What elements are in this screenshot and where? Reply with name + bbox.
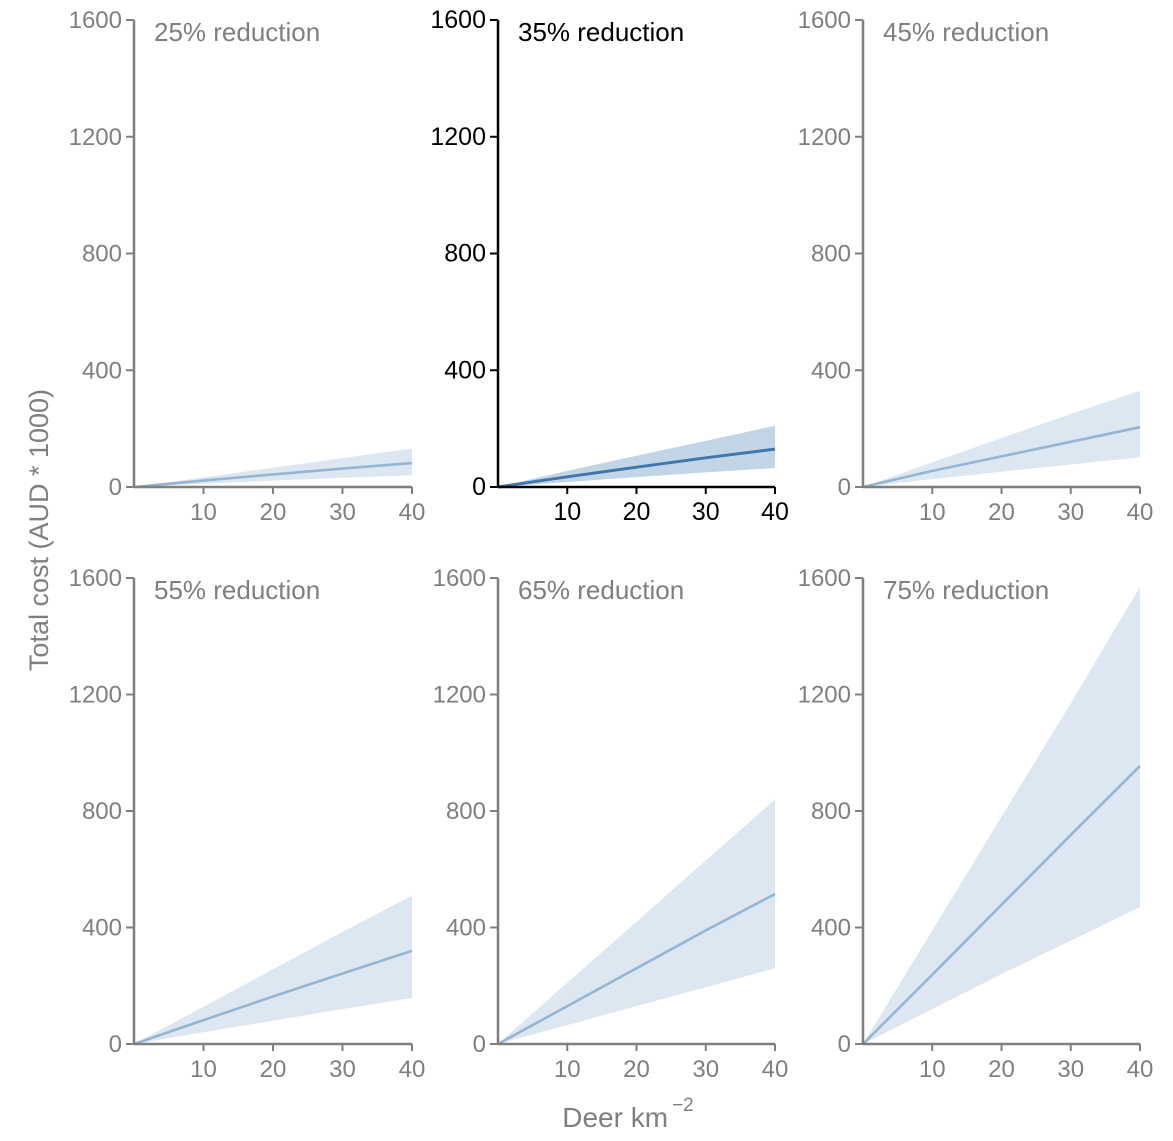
y-tick-label: 0 [472, 473, 486, 501]
y-tick-label: 1600 [430, 6, 486, 34]
mean-line [497, 447, 776, 489]
confidence-band [863, 586, 1140, 1044]
x-tick-label: 10 [554, 1056, 581, 1083]
y-tick-label: 1200 [433, 682, 486, 709]
y-tick-label: 400 [82, 915, 122, 942]
x-tick-label: 20 [988, 499, 1015, 526]
confidence-band [498, 799, 775, 1044]
y-tick-label: 800 [444, 240, 486, 268]
y-tick-label: 800 [446, 798, 486, 825]
y-tick-label: 1600 [433, 565, 486, 592]
mean-line [862, 764, 1141, 1045]
x-tick-label: 10 [553, 498, 581, 526]
y-tick-label: 0 [109, 474, 122, 501]
y-tick-label: 0 [473, 1031, 486, 1058]
x-tick-label: 20 [623, 1056, 650, 1083]
x-tick-label: 10 [919, 1056, 946, 1083]
x-axis-label-exponent: −2 [672, 1095, 694, 1116]
y-tick-label: 1200 [69, 124, 122, 151]
y-tick-label: 1600 [798, 7, 851, 34]
x-tick-label: 10 [190, 1056, 217, 1083]
x-tick-label: 40 [1127, 1056, 1154, 1083]
panel-title: 75% reduction [883, 575, 1049, 605]
confidence-band [863, 390, 1140, 487]
y-tick-label: 1200 [798, 682, 851, 709]
panel-title: 25% reduction [154, 17, 320, 47]
y-tick-label: 800 [82, 798, 122, 825]
confidence-band [134, 448, 412, 487]
y-tick-label: 1200 [430, 123, 486, 151]
panel-title: 45% reduction [883, 17, 1049, 47]
x-tick-label: 40 [762, 1056, 789, 1083]
x-tick-label: 30 [692, 1056, 719, 1083]
panel-6: 0 400 800 1200 1600 10 20 30 40 75% reduction [798, 565, 1154, 1083]
x-tick-label: 40 [399, 1056, 426, 1083]
panel-2: 0 400 800 1200 1600 10 20 30 40 35% reduction [430, 6, 789, 526]
x-tick-label: 40 [399, 499, 426, 526]
mean-line [497, 892, 776, 1046]
x-tick-label: 10 [190, 499, 217, 526]
panel-title: 65% reduction [518, 575, 684, 605]
x-tick-label: 20 [623, 498, 651, 526]
y-tick-label: 400 [811, 357, 851, 384]
y-tick-label: 800 [811, 241, 851, 268]
panel-title: 35% reduction [518, 17, 684, 47]
y-tick-label: 0 [109, 1031, 122, 1058]
y-tick-label: 400 [82, 357, 122, 384]
y-tick-label: 1600 [69, 7, 122, 34]
y-axis-label: Total cost (AUD * 1000) [24, 389, 54, 671]
y-tick-label: 0 [838, 474, 851, 501]
x-axis-label: Deer km −2 [562, 1095, 693, 1133]
x-tick-label: 10 [919, 499, 946, 526]
x-tick-label: 30 [1057, 1056, 1084, 1083]
x-axis-label-main: Deer km [562, 1102, 668, 1133]
y-tick-label: 1600 [69, 565, 122, 592]
panel-4: 0 400 800 1200 1600 10 20 30 40 55% reduction [69, 565, 426, 1083]
y-tick-label: 1200 [798, 124, 851, 151]
x-tick-label: 40 [1127, 499, 1154, 526]
confidence-band [134, 895, 412, 1044]
y-tick-label: 1200 [69, 682, 122, 709]
panel-5: 0 400 800 1200 1600 10 20 30 40 65% reduction [433, 565, 789, 1083]
y-tick-label: 400 [811, 915, 851, 942]
x-tick-label: 20 [260, 1056, 287, 1083]
x-tick-label: 20 [260, 499, 287, 526]
mean-line [133, 461, 413, 489]
y-tick-label: 800 [82, 241, 122, 268]
y-tick-label: 1600 [798, 565, 851, 592]
x-tick-label: 40 [761, 498, 789, 526]
y-tick-label: 400 [444, 356, 486, 384]
x-tick-label: 30 [329, 1056, 356, 1083]
y-tick-label: 400 [446, 915, 486, 942]
panel-title: 55% reduction [154, 575, 320, 605]
mean-line [862, 425, 1141, 489]
x-tick-label: 30 [692, 498, 720, 526]
panel-3: 0 400 800 1200 1600 10 20 30 40 45% reduction [798, 7, 1154, 526]
x-tick-label: 30 [329, 499, 356, 526]
panel-1: 0 400 800 1200 1600 10 20 30 40 25% reduction [69, 7, 426, 526]
mean-line [133, 949, 413, 1046]
x-tick-label: 30 [1057, 499, 1084, 526]
y-tick-label: 800 [811, 798, 851, 825]
y-tick-label: 0 [838, 1031, 851, 1058]
x-tick-label: 20 [988, 1056, 1015, 1083]
confidence-band [498, 425, 775, 487]
